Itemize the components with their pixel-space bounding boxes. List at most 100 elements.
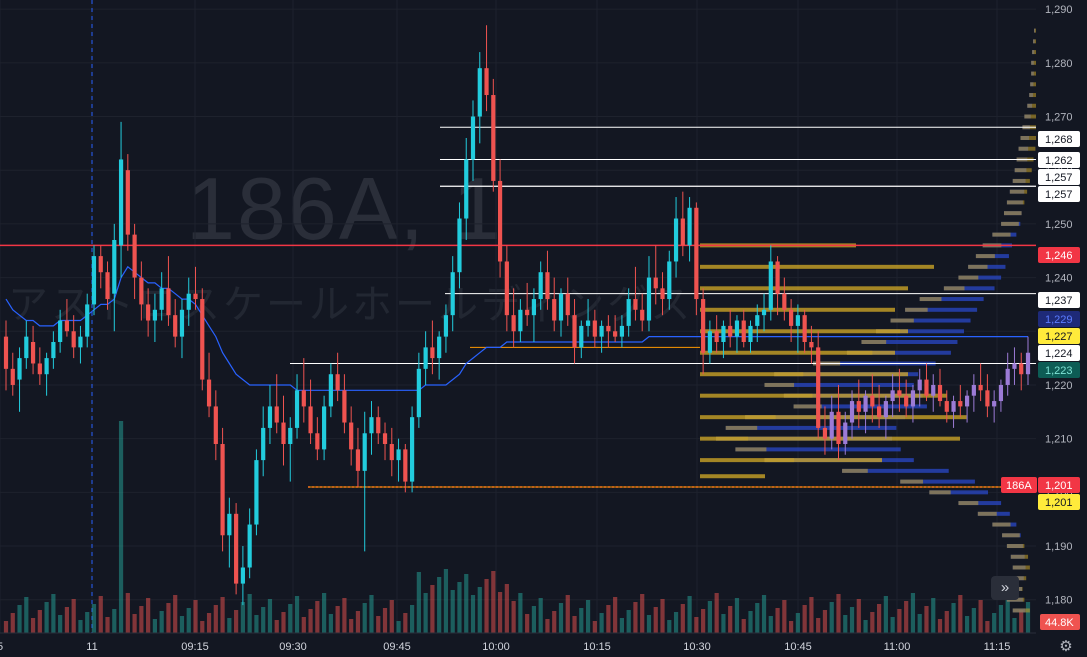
vwap-path	[5, 265, 1028, 391]
volume-bar	[660, 599, 665, 633]
volume-bar	[728, 606, 733, 633]
volume-bar	[450, 590, 455, 633]
vwap-line	[5, 265, 1028, 391]
candle	[768, 261, 773, 310]
volume-bar	[917, 614, 922, 633]
candle	[220, 444, 225, 536]
profile-bar-gold	[1032, 50, 1036, 55]
volume-bar	[3, 621, 9, 633]
volume-bar	[132, 614, 137, 633]
volume-bar	[924, 606, 929, 633]
candle	[606, 325, 611, 332]
candle	[992, 401, 997, 407]
time-tick-label: 09:30	[279, 641, 307, 653]
price-tick-label: 1,190	[1045, 541, 1073, 553]
candle	[870, 395, 875, 407]
candle	[274, 406, 279, 423]
volume-bar	[883, 596, 888, 633]
price-badge	[1038, 311, 1080, 327]
volume-bar	[464, 574, 469, 633]
volume-bar	[707, 601, 712, 633]
price-badge-label: 1,257	[1045, 189, 1073, 201]
candle	[430, 347, 435, 359]
volume-bar	[91, 604, 97, 633]
candle	[741, 320, 746, 343]
candle	[261, 427, 266, 461]
volume-bar	[423, 593, 428, 633]
candle	[579, 325, 584, 348]
candle	[701, 299, 706, 353]
volume-bar	[775, 608, 780, 633]
volume-bar	[125, 593, 130, 633]
price-badges: 1,268 1,262 1,257 1,257 1,246 1,237 1,229 1,227…	[1001, 131, 1080, 630]
candle	[349, 422, 354, 450]
price-tick-label: 1,240	[1045, 273, 1073, 285]
settings-gear-icon[interactable]: ⚙	[1059, 638, 1073, 655]
candle	[802, 315, 807, 343]
volume-bar	[1005, 597, 1010, 633]
candle	[159, 288, 164, 310]
time-tick-label: 10:45	[784, 641, 812, 653]
candle	[531, 299, 537, 316]
candle	[619, 325, 625, 337]
candle	[152, 309, 157, 321]
volume-bar	[193, 600, 198, 633]
volume-bar	[822, 610, 828, 633]
profile-bar-gold	[1030, 82, 1036, 87]
volume-bar	[531, 606, 537, 633]
candle	[105, 272, 110, 300]
volume-bar	[322, 593, 327, 633]
candle	[843, 422, 848, 445]
price-badge	[1038, 494, 1080, 510]
profile-bar-gold	[793, 404, 822, 409]
volume-bar	[829, 602, 834, 633]
volume-bar	[396, 621, 401, 633]
profile-bar-blue	[735, 447, 901, 452]
volume-bar	[795, 613, 800, 633]
candle	[234, 513, 239, 584]
time-axis[interactable]: 5 11 09:15 09:30 09:45 10:00 10:15 10:30 10:45 11…	[0, 632, 1036, 653]
candle	[836, 411, 841, 445]
price-badge	[1038, 152, 1080, 168]
candle	[714, 331, 719, 343]
profile-bar-gold	[861, 340, 887, 345]
volume-bar	[17, 605, 22, 633]
candle	[423, 347, 428, 369]
price-tick-label: 1,180	[1045, 595, 1073, 607]
candle	[816, 347, 821, 428]
volume-bar	[1019, 610, 1024, 633]
volume-bar	[592, 621, 597, 633]
volume-bar	[349, 619, 354, 633]
volume-bar	[816, 618, 821, 633]
candle	[667, 261, 672, 300]
candle	[166, 288, 171, 316]
volume-bar	[213, 605, 218, 633]
volume-bar	[267, 599, 273, 633]
volume-bar	[71, 599, 76, 633]
volume-bar	[51, 594, 56, 633]
volume-bar	[863, 620, 868, 633]
volume-bar	[206, 613, 212, 633]
session-profile-bar	[700, 458, 882, 463]
volume-bar	[998, 605, 1004, 633]
volume-bar	[694, 617, 699, 633]
candle	[186, 293, 191, 310]
candle	[707, 331, 712, 353]
price-badge	[1038, 345, 1080, 361]
volume-bar	[680, 604, 685, 633]
profile-bar-gold	[958, 275, 979, 280]
volume-bar	[870, 612, 875, 633]
price-badge	[1038, 292, 1080, 308]
candle	[376, 417, 381, 434]
candle	[863, 395, 868, 412]
candle	[335, 374, 340, 391]
volume-bar	[437, 577, 442, 633]
volume-bar	[809, 597, 814, 633]
volume-bar	[159, 611, 164, 633]
candle	[37, 363, 42, 375]
price-badge-label: 1,201	[1045, 497, 1073, 509]
candle	[944, 401, 949, 412]
scroll-to-realtime-button[interactable]: »	[991, 576, 1019, 600]
